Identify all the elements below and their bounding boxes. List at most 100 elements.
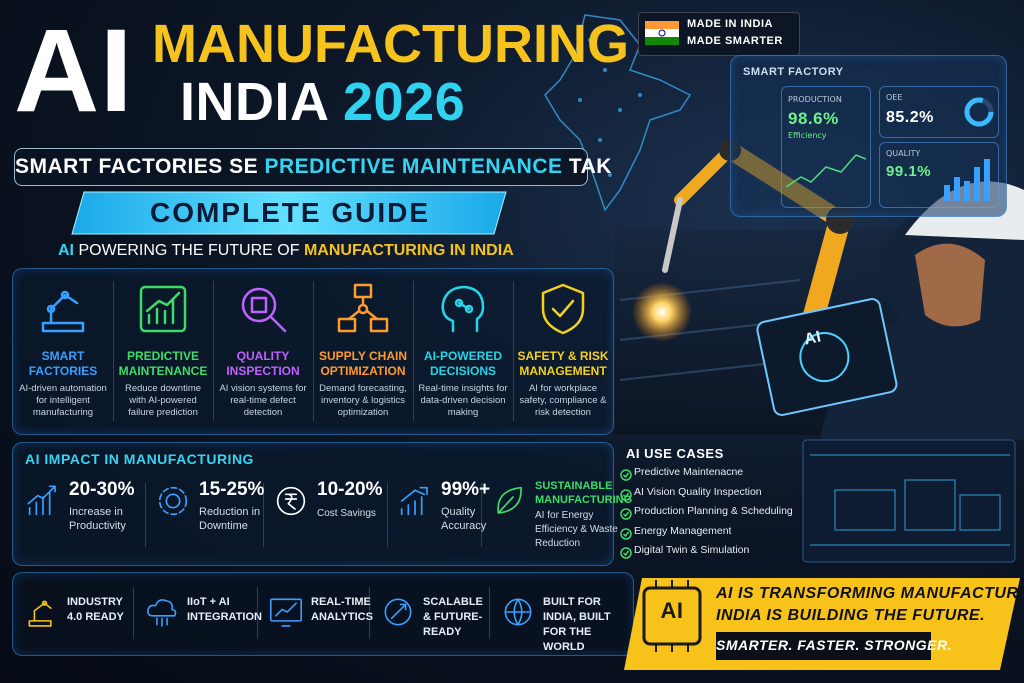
use-case: Predictive Maintenacne [634, 466, 744, 478]
check [620, 527, 632, 540]
banner-shape [71, 191, 507, 235]
separator [113, 281, 114, 421]
impact-stat: 99%+ Quality Accuracy [395, 479, 515, 549]
stat-label: Increase in Productivity [69, 506, 126, 532]
use-cases: AI USE CASES Predictive Maintenacne AI Vi… [620, 442, 800, 564]
icon [337, 283, 389, 333]
footer-icon [267, 593, 305, 635]
feature-title: AI-POWERED DECISIONS [424, 349, 502, 378]
stat-icon [489, 481, 529, 525]
icon [139, 285, 187, 333]
footer-icon [143, 593, 181, 635]
use-case: AI Vision Quality Inspection [634, 485, 762, 498]
use-cases-title: AI USE CASES [626, 446, 724, 461]
icon [147, 599, 177, 627]
stat-icon [395, 481, 435, 525]
subtitle-highlight: PREDICTIVE MAINTENANCE [264, 155, 563, 178]
badge: MADE IN INDIA MADE SMARTER [638, 12, 800, 56]
dashboard: SMART FACTORY PRODUCTION 98.6% Efficienc… [730, 55, 1007, 217]
separator [489, 587, 490, 639]
tagline-ai: AI [58, 242, 74, 259]
feature-title: SMART FACTORIES [28, 349, 98, 378]
separator [257, 587, 258, 639]
tagline-middle: POWERING THE FUTURE OF [78, 242, 300, 259]
feature-icon [33, 279, 93, 343]
icon [270, 598, 302, 627]
title-ai: AI [14, 5, 133, 137]
stat-label: Quality Accuracy [441, 506, 487, 532]
footer-text: IIoT + AI INTEGRATION [187, 596, 262, 623]
icon [441, 285, 485, 333]
footer-item: INDUSTRY 4.0 READY [17, 573, 133, 653]
footer-item: BUILT FOR INDIA, BUILT FOR THE WORLD [493, 573, 633, 653]
feature-icon [133, 279, 193, 343]
footer-banner-tag: SMARTER. FASTER. STRONGER. [716, 637, 952, 653]
stat-label: Cost Savings [317, 508, 376, 519]
footer-banner-shape [624, 578, 1020, 670]
footer-banner-line: AI IS TRANSFORMING MANUFACTURING. [716, 585, 1024, 602]
icon [41, 290, 85, 333]
feature-desc: Demand forecasting, inventory & logistic… [319, 383, 407, 418]
icon [28, 600, 52, 627]
feature-title: QUALITY INSPECTION [226, 349, 300, 378]
stat-label: AI for Energy Efficiency & Waste Reducti… [535, 510, 618, 549]
footer-banner-line: INDIA IS BUILDING THE FUTURE. [716, 607, 986, 624]
feature: QUALITY INSPECTION AI vision systems for … [213, 269, 313, 434]
check [620, 508, 632, 520]
features-panel: SMART FACTORIES AI-driven automation for … [12, 268, 614, 435]
feature-desc: AI for workplace safety, compliance & ri… [519, 383, 607, 418]
quality-label: QUALITY [886, 149, 921, 158]
feature: AI-POWERED DECISIONS Real-time insights f… [413, 269, 513, 434]
footer-text: SCALABLE & FUTURE-READY [423, 596, 483, 638]
footer-icon [499, 593, 537, 635]
quality-bars [944, 159, 990, 201]
stat-value: SUSTAINABLE MANUFACTURING [535, 480, 633, 506]
separator [133, 587, 134, 639]
icon [276, 486, 306, 516]
oee-value: 85.2% [886, 109, 934, 126]
check [620, 469, 632, 481]
quality-value: 99.1% [886, 163, 932, 180]
separator [263, 483, 264, 547]
impact-title: AI IMPACT IN MANUFACTURING [25, 451, 254, 467]
stat-icon [23, 481, 63, 525]
footer-item: IIoT + AI INTEGRATION [137, 573, 262, 653]
stat-icon [271, 481, 311, 525]
badge-line: MADE IN INDIA [687, 18, 773, 30]
footer-item: REAL-TIME ANALYTICS [261, 573, 377, 653]
footer-text: REAL-TIME ANALYTICS [311, 596, 373, 623]
feature: SUPPLY CHAIN OPTIMIZATION Demand forecast… [313, 269, 413, 434]
quality-card: QUALITY 99.1% [879, 142, 999, 208]
footer-banner-icon: AI [660, 598, 684, 623]
production-card: PRODUCTION 98.6% Efficiency [781, 86, 871, 208]
tagline: AI POWERING THE FUTURE OF MANUFACTURING … [58, 242, 514, 260]
footer-icon [23, 593, 61, 635]
production-label: PRODUCTION [788, 95, 842, 104]
check-icon [620, 544, 632, 563]
oee-card: OEE 85.2% [879, 86, 999, 138]
feature: SAFETY & RISK MANAGEMENT AI for workplace… [513, 269, 613, 434]
tagline-highlight: MANUFACTURING IN INDIA [303, 242, 514, 259]
feature-title: SUPPLY CHAIN OPTIMIZATION [318, 349, 408, 378]
stat-value: 99%+ [441, 479, 491, 500]
feature-icon [233, 279, 293, 343]
title-line2: INDIA 2026 [180, 72, 465, 132]
footer-text: INDUSTRY 4.0 READY [67, 596, 124, 623]
stat-value: 10-20% [317, 479, 383, 500]
feature-icon [533, 279, 593, 343]
production-value: 98.6% [788, 109, 839, 128]
feature-desc: AI vision systems for real-time defect d… [219, 383, 307, 418]
feature-icon [333, 279, 393, 343]
icon [158, 486, 188, 516]
oee-ring [964, 97, 994, 127]
check-icon [620, 466, 632, 485]
title-line1: MANUFACTURING [152, 14, 629, 74]
separator [145, 483, 146, 547]
feature-icon [433, 279, 493, 343]
separator [481, 483, 482, 547]
icon [400, 486, 428, 516]
check [620, 547, 632, 559]
icon [541, 283, 585, 335]
